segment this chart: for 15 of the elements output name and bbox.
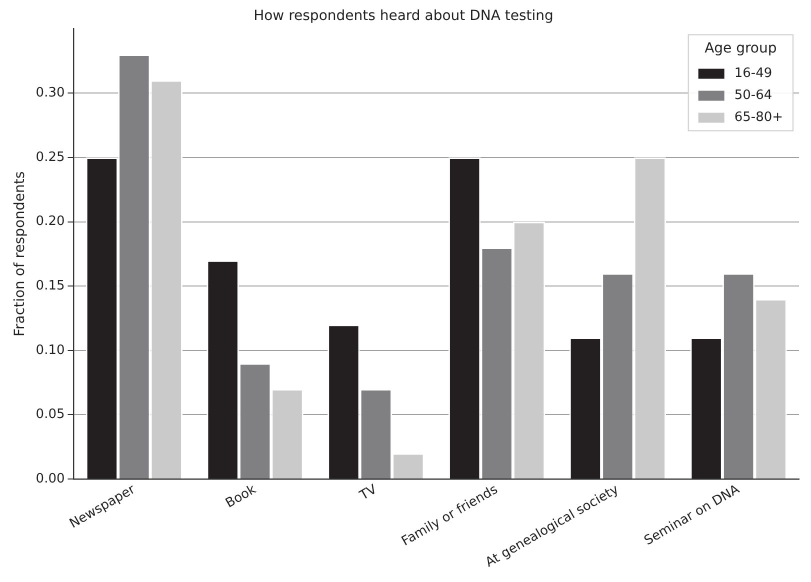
- y-tick-label: 0.25: [36, 150, 65, 165]
- y-tick-label: 0.20: [36, 214, 65, 230]
- y-axis-title: Fraction of respondents: [12, 171, 28, 336]
- legend-label: 65-80+: [734, 110, 784, 126]
- y-tick-label: 0.05: [36, 407, 65, 422]
- x-tick-label: TV: [356, 482, 380, 504]
- chart-title: How respondents heard about DNA testing: [254, 8, 554, 24]
- x-tick-label: Book: [223, 482, 260, 512]
- y-tick-label: 0.10: [36, 342, 65, 358]
- legend-label: 50-64: [734, 88, 772, 104]
- y-tick-label: 0.00: [36, 471, 65, 486]
- y-tick-label: 0.30: [36, 85, 65, 100]
- legend-title: Age group: [704, 40, 777, 56]
- legend-label: 16-49: [734, 66, 772, 82]
- y-tick-label: 0.15: [36, 278, 65, 294]
